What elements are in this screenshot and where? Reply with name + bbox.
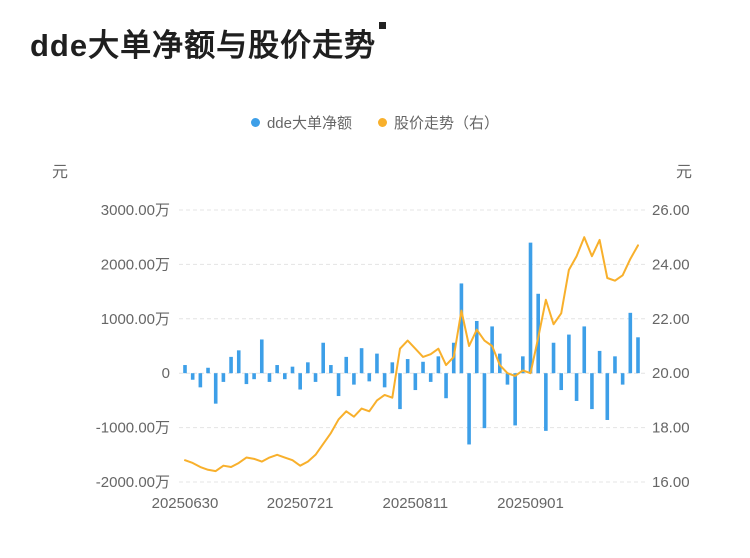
net-amount-bar[interactable] [206,367,210,374]
net-amount-bar[interactable] [597,350,602,374]
net-amount-bar[interactable] [221,373,226,382]
net-amount-bar[interactable] [605,373,610,420]
page-title-text: dde大单净额与股价走势 [30,28,377,63]
right-axis-tick-label: 20.00 [652,365,690,382]
net-amount-bar[interactable] [283,373,287,380]
net-amount-bar[interactable] [359,348,364,374]
net-amount-bar[interactable] [275,365,279,374]
right-axis-tick-label: 26.00 [652,202,690,219]
net-amount-bar[interactable] [213,373,218,404]
price-line[interactable] [184,236,639,473]
net-amount-bar[interactable] [313,373,318,382]
net-amount-bar[interactable] [236,350,241,374]
net-amount-bar[interactable] [413,373,418,391]
net-amount-bar[interactable] [259,339,264,374]
net-amount-bar[interactable] [329,365,333,374]
net-amount-bar[interactable] [367,373,372,382]
net-amount-bar[interactable] [398,373,402,410]
legend-dot-bars-icon [250,118,260,127]
net-amount-bar[interactable] [290,366,295,374]
net-amount-bar[interactable] [382,373,387,388]
x-axis-tick-label: 20250630 [152,495,219,512]
x-axis-tick-label: 20250811 [383,495,449,512]
net-amount-bar[interactable] [513,373,517,426]
legend-dot-line-icon [378,118,387,127]
net-amount-bar[interactable] [375,353,379,374]
net-amount-bar[interactable] [183,365,187,374]
net-amount-bar[interactable] [390,362,395,374]
left-axis-tick-label: 3000.00万 [101,202,170,219]
right-axis-tick-label: 24.00 [652,256,690,273]
net-amount-bar[interactable] [421,361,425,374]
net-amount-bar[interactable] [467,373,471,445]
right-axis-tick-label: 18.00 [652,420,690,437]
net-amount-bar[interactable] [551,342,556,374]
net-amount-bar[interactable] [252,373,256,380]
net-amount-bar[interactable] [436,356,441,374]
left-axis-tick-label: -2000.00万 [96,474,170,491]
left-axis-tick-label: 1000.00万 [101,311,170,328]
left-axis-tick-label: 2000.00万 [101,256,170,273]
net-amount-bar[interactable] [482,373,487,429]
left-axis-unit: 元 [52,164,69,181]
net-amount-bar[interactable] [590,373,594,410]
left-axis-tick-label: 0 [162,365,170,382]
net-amount-bar[interactable] [344,356,349,374]
net-amount-bar[interactable] [444,373,448,399]
net-amount-bar[interactable] [505,373,510,385]
net-amount-bar[interactable] [336,373,341,397]
net-amount-bar[interactable] [521,356,525,374]
legend-item-dde-net[interactable]: dde大单净额 [250,112,352,133]
legend-item-price[interactable]: 股价走势（右） [378,112,499,133]
net-amount-bar[interactable] [306,362,310,374]
net-amount-bar[interactable] [559,373,564,391]
legend-label-bars: dde大单净额 [266,115,352,132]
legend: dde大单净额 股价走势（右） [0,112,750,133]
net-amount-bar[interactable] [628,312,633,374]
net-amount-bar[interactable] [582,326,587,374]
x-axis-tick-label: 20250901 [497,495,564,512]
net-amount-bar[interactable] [428,373,433,382]
page-title: dde大单净额与股价走势 [30,20,387,65]
x-axis-tick-label: 20250721 [267,495,334,512]
net-amount-bar[interactable] [229,356,233,374]
net-amount-bar[interactable] [321,342,325,374]
net-amount-bar[interactable] [459,283,464,374]
title-superscript-mark-icon [379,22,387,29]
net-amount-bar[interactable] [474,320,479,374]
net-amount-bar[interactable] [352,373,356,385]
net-amount-bar[interactable] [528,242,533,374]
net-amount-bar[interactable] [567,334,571,374]
net-amount-bar[interactable] [198,373,203,388]
net-amount-bar[interactable] [244,373,249,385]
right-axis-tick-label: 22.00 [652,311,690,328]
right-axis-tick-label: 16.00 [652,474,690,491]
net-amount-bar[interactable] [620,373,625,385]
net-amount-bar[interactable] [190,373,195,380]
legend-label-line: 股价走势（右） [394,115,500,132]
left-axis-tick-label: -1000.00万 [96,420,170,437]
net-amount-bar[interactable] [267,373,272,382]
net-amount-bar[interactable] [613,356,617,374]
net-amount-bar[interactable] [574,373,579,401]
net-amount-bar[interactable] [405,359,410,374]
net-amount-bar[interactable] [636,337,640,374]
right-axis-unit: 元 [676,164,693,181]
net-amount-bar[interactable] [298,373,302,390]
net-amount-bar[interactable] [490,326,494,374]
net-amount-bar[interactable] [544,373,548,431]
